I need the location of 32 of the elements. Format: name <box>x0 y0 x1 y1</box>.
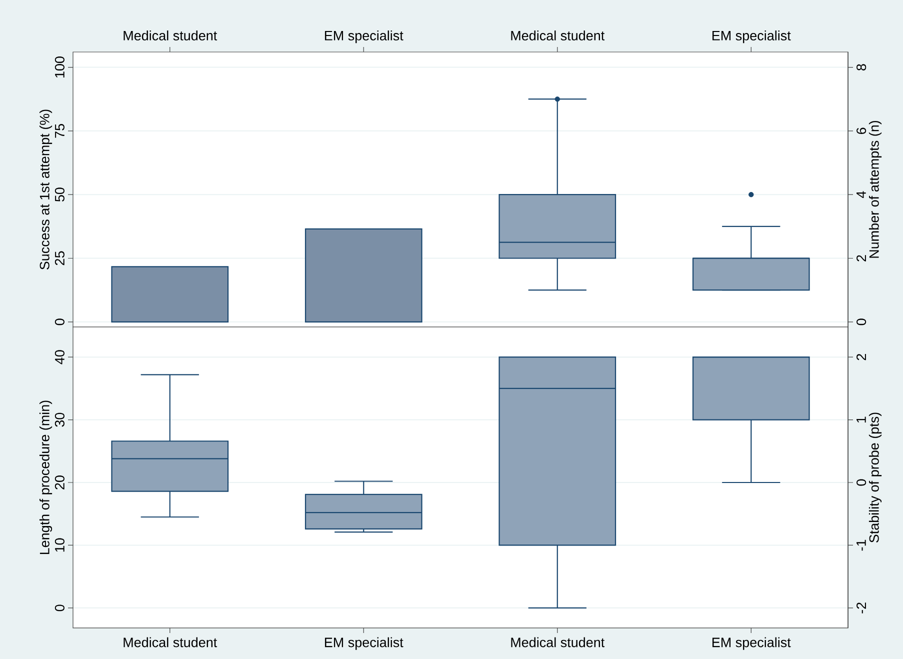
x-tick-label: EM specialist <box>324 30 404 44</box>
y2-tick-label: -1 <box>856 540 866 551</box>
x-tick-label: EM specialist <box>324 637 404 650</box>
y-tick-label: 20 <box>54 476 64 490</box>
x-tick-label: EM specialist <box>712 637 791 650</box>
y-axis-title: Length of procedure (min) <box>39 400 52 554</box>
y2-tick-label: 1 <box>856 416 866 423</box>
y2-axis-title: Number of attempts (n) <box>868 120 882 258</box>
y-tick-label: 50 <box>54 188 64 202</box>
y-tick-label: 30 <box>54 412 64 427</box>
y2-tick-label: 6 <box>856 128 866 134</box>
x-tick-label: Medical student <box>511 30 605 40</box>
y-tick-label: 10 <box>54 538 64 552</box>
y2-tick-label: 4 <box>856 191 866 198</box>
x-tick-label: Medical student <box>124 637 218 648</box>
y-tick-label: 100 <box>54 56 64 78</box>
y-tick-label: 0 <box>54 604 64 612</box>
y-axis-title: Success at 1st attempt (%) <box>39 110 52 270</box>
y2-tick-label: 0 <box>856 479 866 486</box>
y2-tick-label: 0 <box>856 318 866 326</box>
y2-tick-label: 8 <box>856 64 866 70</box>
x-tick-label: Medical student <box>124 30 218 40</box>
y2-axis-title: Stability of probe (pts) <box>868 412 882 543</box>
y-tick-label: 75 <box>55 124 64 138</box>
x-tick-label: Medical student <box>511 637 605 648</box>
y-tick-label: 0 <box>54 318 64 326</box>
x-tick-label: EM specialist <box>712 30 791 44</box>
y-tick-label: 40 <box>54 350 64 364</box>
y2-tick-label: -2 <box>856 602 866 614</box>
y-tick-label: 25 <box>54 251 64 266</box>
y2-tick-label: 2 <box>856 354 866 360</box>
y2-tick-label: 2 <box>856 255 866 262</box>
